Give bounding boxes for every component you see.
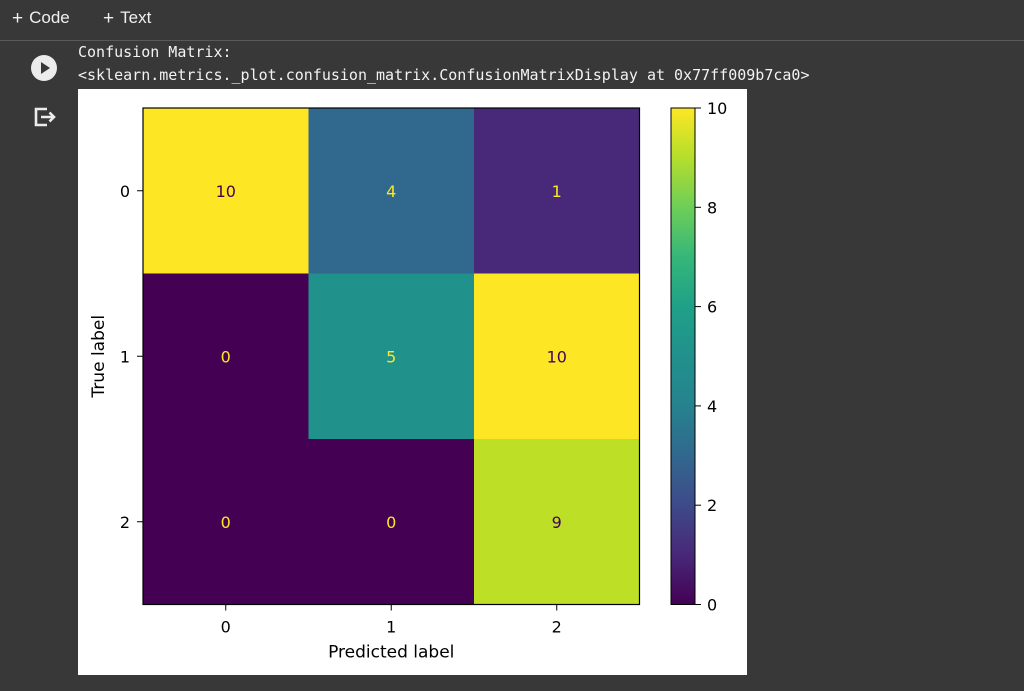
cell-value-label: 0 — [221, 347, 231, 366]
output-line-title: Confusion Matrix: — [78, 43, 232, 61]
y-tick-label: 0 — [120, 182, 130, 201]
add-text-label: Text — [120, 8, 152, 27]
notebook-toolbar: + Code + Text — [0, 0, 1024, 41]
matrix-cell — [474, 273, 640, 440]
x-tick-label: 2 — [552, 618, 562, 637]
plus-icon: + — [103, 7, 115, 29]
matrix-cell — [474, 108, 640, 274]
matrix-cell — [308, 273, 475, 440]
cell-value-label: 10 — [547, 347, 567, 366]
add-code-label: Code — [29, 8, 70, 27]
cell-value-label: 10 — [216, 182, 236, 201]
cell-value-label: 0 — [221, 513, 231, 532]
add-text-button[interactable]: + Text — [103, 6, 151, 30]
colorbar-tick-label: 10 — [707, 99, 727, 118]
cell-value-label: 1 — [552, 182, 562, 201]
matrix-cell — [474, 439, 640, 605]
x-axis-label: Predicted label — [328, 643, 454, 663]
play-circle-icon[interactable] — [31, 55, 57, 81]
cell-gutter — [17, 42, 67, 691]
cell-value-label: 9 — [552, 513, 562, 532]
cell-value-label: 0 — [386, 513, 396, 532]
cell-value-label: 4 — [386, 182, 396, 201]
colorbar-tick-label: 0 — [707, 596, 717, 615]
colorbar-tick-label: 2 — [707, 496, 717, 515]
x-tick-label: 1 — [386, 618, 396, 637]
matrix-cell — [308, 108, 475, 274]
output-line-repr: <sklearn.metrics._plot.confusion_matrix.… — [78, 66, 810, 84]
y-tick-label: 1 — [120, 347, 130, 366]
y-axis-label: True label — [89, 315, 109, 399]
matrix-cell — [308, 439, 475, 605]
matrix-cell — [143, 439, 309, 605]
output-exit-icon[interactable] — [31, 104, 57, 130]
x-tick-label: 0 — [221, 618, 231, 637]
add-code-button[interactable]: + Code — [12, 6, 70, 30]
colorbar-tick-label: 4 — [707, 397, 717, 416]
plus-icon: + — [12, 7, 24, 29]
colorbar-tick-label: 8 — [707, 198, 717, 217]
y-tick-label: 2 — [120, 513, 130, 532]
confusion-matrix-plot: 10 4 1 0 5 10 0 0 9 0 1 2 0 1 2 Predicted label True lab… — [78, 89, 747, 675]
colorbar-tick-label: 6 — [707, 298, 717, 317]
matrix-cell — [143, 273, 309, 440]
matrix-cell — [143, 108, 309, 274]
cell-value-label: 5 — [386, 347, 396, 366]
colorbar — [670, 107, 696, 605]
